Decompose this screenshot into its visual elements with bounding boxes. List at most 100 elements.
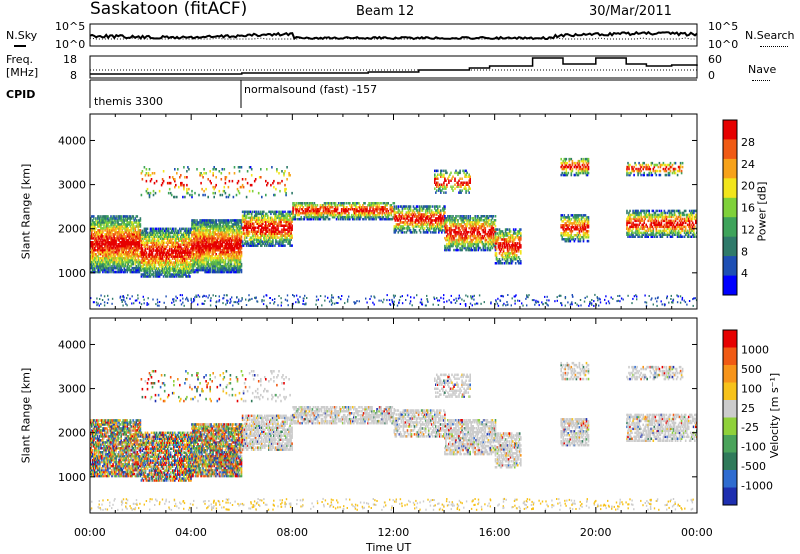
data-cell [277,226,279,229]
data-cell [224,256,227,260]
data-cell [120,219,122,222]
data-cell [194,233,196,236]
data-cell [152,271,155,274]
data-cell [209,219,211,222]
data-cell [203,256,205,260]
data-cell [147,255,150,258]
data-cell [362,211,364,215]
data-cell [196,233,198,236]
data-cell [461,217,463,220]
data-cell [245,216,248,220]
data-cell [95,241,97,244]
data-cell [422,215,425,218]
data-cell [186,251,188,254]
data-cell [462,224,464,228]
data-cell [133,227,136,230]
data-cell [183,249,185,252]
data-cell [436,223,438,226]
data-cell [115,251,117,254]
data-cell [144,271,147,274]
data-cell [286,228,288,231]
data-cell [111,229,113,232]
data-cell [151,253,154,256]
data-cell [146,235,149,238]
data-cell [192,249,194,252]
data-cell [195,223,197,226]
data-cell [469,234,471,238]
data-cell [221,249,224,252]
data-cell [284,218,286,221]
data-cell [452,219,454,222]
data-cell [320,211,323,215]
data-cell [315,209,318,213]
data-cell [92,251,94,254]
data-cell [191,256,193,260]
data-cell [405,217,408,220]
data-cell [156,237,159,240]
data-cell [107,270,109,274]
data-cell [472,223,474,226]
data-cell [246,234,249,237]
data-cell [232,219,235,222]
data-cell [431,205,434,208]
data-cell [240,245,243,248]
data-cell [152,249,155,252]
data-cell [436,221,438,224]
data-cell [132,231,135,234]
data-cell [214,221,216,224]
data-cell [314,204,317,207]
data-cell [114,266,116,270]
data-cell [182,243,184,246]
data-cell [103,237,105,240]
noise-search-line [89,37,697,40]
data-cell [253,244,256,247]
data-cell [206,266,208,270]
data-cell [124,256,126,260]
data-cell [420,217,423,220]
data-cell [219,254,222,258]
data-cell [223,249,226,252]
data-cell [387,215,389,219]
data-cell [257,238,260,241]
data-cell [457,238,459,242]
data-cell [99,235,101,238]
data-cell [140,247,143,250]
data-cell [136,247,139,250]
data-cell [132,256,135,260]
data-cell [250,238,253,241]
data-cell [191,243,193,246]
data-cell [110,243,112,246]
data-cell [210,233,212,236]
data-cell [105,253,107,256]
data-cell [267,216,269,220]
data-cell [405,205,408,208]
data-cell [194,260,196,264]
data-cell [194,262,196,266]
data-cell [149,265,152,268]
data-cell [457,221,459,224]
data-cell [271,220,273,223]
data-cell [158,227,161,231]
data-cell [207,225,209,228]
data-cell [211,266,213,270]
data-cell [304,208,307,211]
data-cell [113,264,115,268]
data-cell [214,260,216,264]
data-cell [202,253,204,256]
data-cell [319,208,322,211]
data-cell [121,235,123,238]
data-cell [170,245,173,248]
data-cell [193,253,195,256]
data-cell [143,237,146,240]
data-cell [121,239,123,242]
data-cell [440,219,442,222]
data-cell [265,226,267,229]
data-cell [98,264,100,268]
data-cell [271,232,273,235]
data-cell [212,237,214,240]
data-cell [409,213,412,216]
data-cell [200,260,202,264]
data-cell [121,241,123,244]
data-cell [199,249,201,252]
data-cell [124,262,126,266]
